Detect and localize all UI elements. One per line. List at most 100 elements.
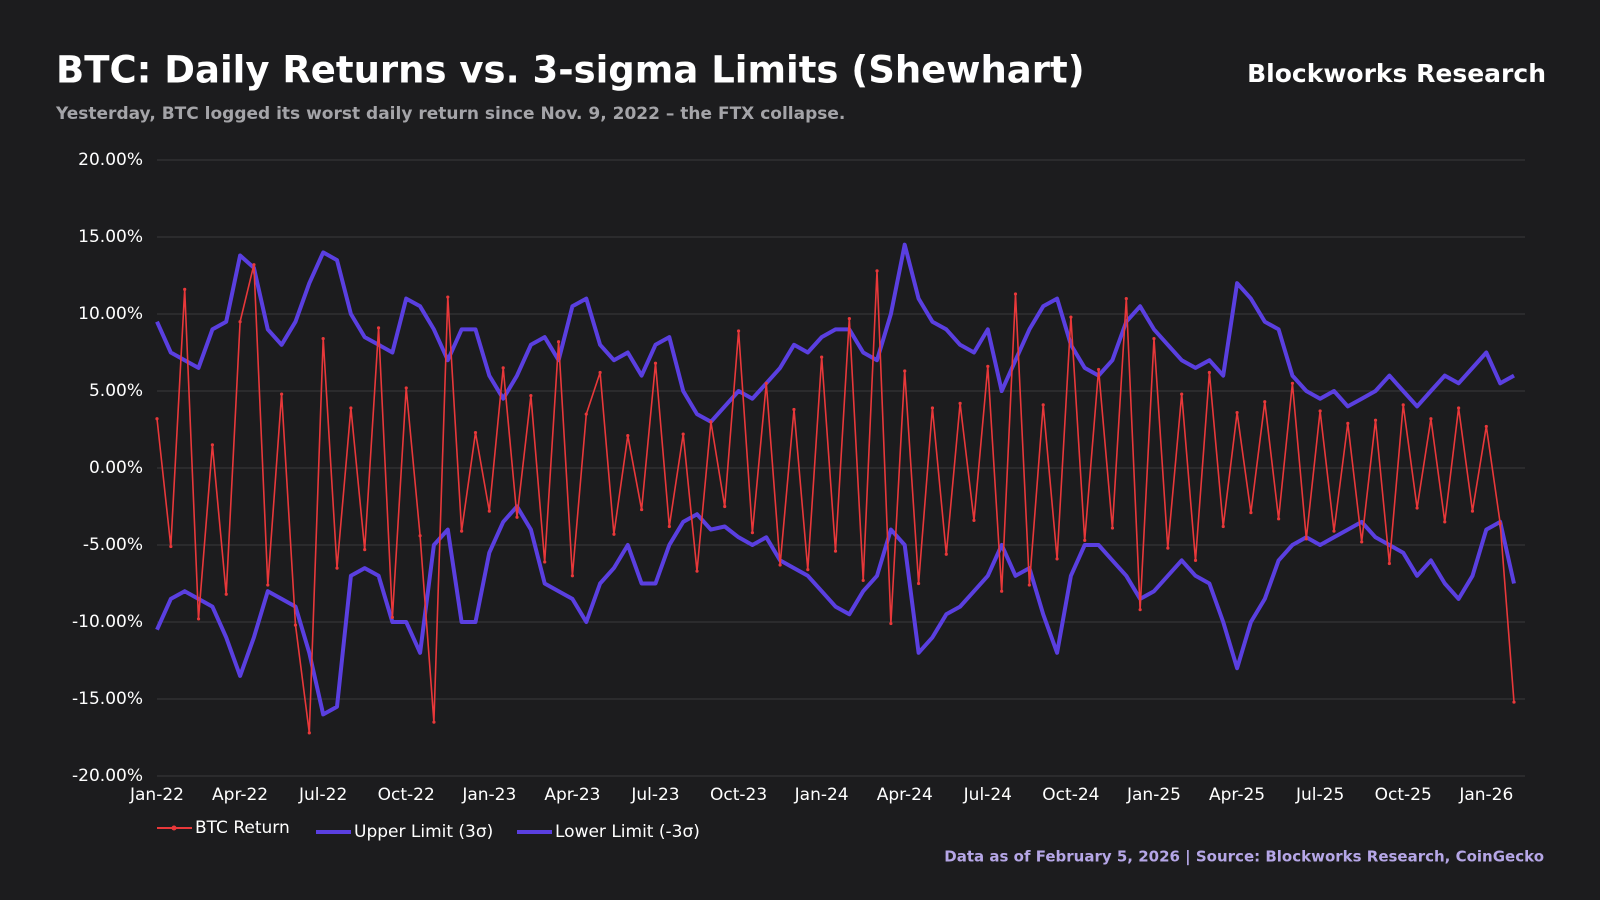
- return-point: [390, 615, 394, 619]
- return-point: [1000, 589, 1004, 593]
- return-point: [1096, 367, 1101, 372]
- x-tick-label: Jul-25: [1295, 785, 1344, 805]
- return-point: [1193, 558, 1198, 563]
- return-point: [792, 407, 796, 412]
- return-point: [1207, 370, 1211, 375]
- y-tick-label: 0.00%: [89, 458, 143, 478]
- return-point: [1304, 537, 1308, 541]
- return-point: [1013, 292, 1018, 296]
- y-tick-label: 20.00%: [78, 150, 143, 170]
- return-point: [1373, 418, 1378, 422]
- return-point: [556, 340, 561, 344]
- return-point: [889, 621, 893, 626]
- return-point: [1277, 517, 1281, 521]
- x-tick-label: Jul-24: [963, 785, 1012, 805]
- y-tick-label: -15.00%: [72, 689, 143, 709]
- return-point: [1180, 392, 1184, 396]
- return-point: [1110, 526, 1115, 530]
- return-point: [418, 534, 422, 538]
- x-tick-label: Apr-23: [544, 785, 600, 805]
- x-tick-label: Apr-22: [212, 785, 268, 805]
- return-point: [155, 417, 159, 421]
- return-point: [183, 287, 187, 291]
- brand: Blockworks Research: [1247, 59, 1546, 88]
- return-point: [1166, 546, 1170, 550]
- return-point: [238, 320, 242, 324]
- return-point: [930, 406, 935, 410]
- return-point: [432, 720, 436, 724]
- return-point: [695, 569, 699, 573]
- x-tick-label: Jul-23: [630, 785, 679, 805]
- return-point: [653, 361, 658, 365]
- return-point: [1138, 608, 1142, 612]
- return-point: [307, 731, 311, 735]
- return-point: [723, 504, 727, 509]
- return-point: [515, 515, 519, 519]
- return-point: [861, 578, 865, 583]
- x-tick-label: Jan-22: [129, 785, 184, 805]
- return-point: [612, 532, 616, 536]
- return-point: [529, 394, 533, 398]
- return-point: [1041, 403, 1045, 407]
- legend-marker: [171, 825, 177, 831]
- x-tick-label: Apr-24: [877, 785, 933, 805]
- return-point: [1263, 400, 1267, 404]
- return-point: [1027, 583, 1031, 587]
- return-point: [1290, 381, 1295, 385]
- return-point: [293, 623, 298, 627]
- return-point: [833, 549, 838, 553]
- return-point: [806, 568, 810, 572]
- x-tick-label: Oct-22: [378, 785, 435, 805]
- legend-label: Upper Limit (3σ): [354, 822, 493, 842]
- y-tick-label: -5.00%: [83, 535, 143, 555]
- plot-area: 20.00% 15.00% 10.00% 5.00% 0.00% -5.00% -10.00…: [72, 150, 1525, 805]
- return-point: [847, 317, 851, 321]
- return-point: [875, 269, 879, 273]
- y-tick-label: -10.00%: [72, 612, 143, 632]
- return-point: [1387, 561, 1391, 566]
- return-point: [224, 592, 228, 596]
- return-point: [1443, 520, 1447, 524]
- return-point: [1470, 509, 1475, 513]
- return-point: [1069, 315, 1073, 319]
- return-point: [958, 401, 962, 405]
- return-point: [1415, 506, 1419, 510]
- y-tick-label: 15.00%: [78, 227, 143, 247]
- x-tick-label: Oct-25: [1375, 785, 1432, 805]
- return-point: [196, 617, 201, 621]
- return-point: [916, 581, 921, 586]
- return-point: [446, 295, 450, 299]
- limit-line: [155, 242, 1515, 424]
- return-point: [736, 329, 741, 333]
- return-point: [1055, 557, 1059, 561]
- return-point: [460, 529, 464, 533]
- chart-subtitle: Yesterday, BTC logged its worst daily re…: [55, 104, 845, 124]
- x-tick-label: Apr-25: [1209, 785, 1265, 805]
- return-point: [335, 566, 339, 570]
- return-point: [1152, 337, 1156, 341]
- return-point: [598, 370, 602, 375]
- return-point: [986, 364, 990, 368]
- return-point: [1498, 521, 1502, 526]
- return-point: [376, 326, 381, 330]
- return-point: [1249, 511, 1253, 515]
- y-tick-label: 5.00%: [89, 381, 143, 401]
- legend: BTC Return Upper Limit (3σ) Lower Limit (-…: [157, 818, 700, 842]
- return-point: [473, 430, 478, 435]
- return-point: [681, 432, 685, 436]
- x-tick-label: Jul-22: [298, 785, 347, 805]
- x-tick-label: Jan-23: [461, 785, 516, 805]
- x-tick-label: Oct-23: [710, 785, 767, 805]
- return-point: [750, 531, 755, 535]
- return-point: [820, 355, 824, 359]
- source-note: Data as of February 5, 2026 | Source: Bl…: [944, 848, 1544, 867]
- return-point: [640, 507, 644, 512]
- return-point: [266, 583, 270, 587]
- return-point: [944, 552, 948, 556]
- return-point: [1083, 538, 1087, 542]
- return-point: [1235, 410, 1239, 415]
- return-point: [903, 369, 907, 373]
- return-point: [252, 263, 256, 267]
